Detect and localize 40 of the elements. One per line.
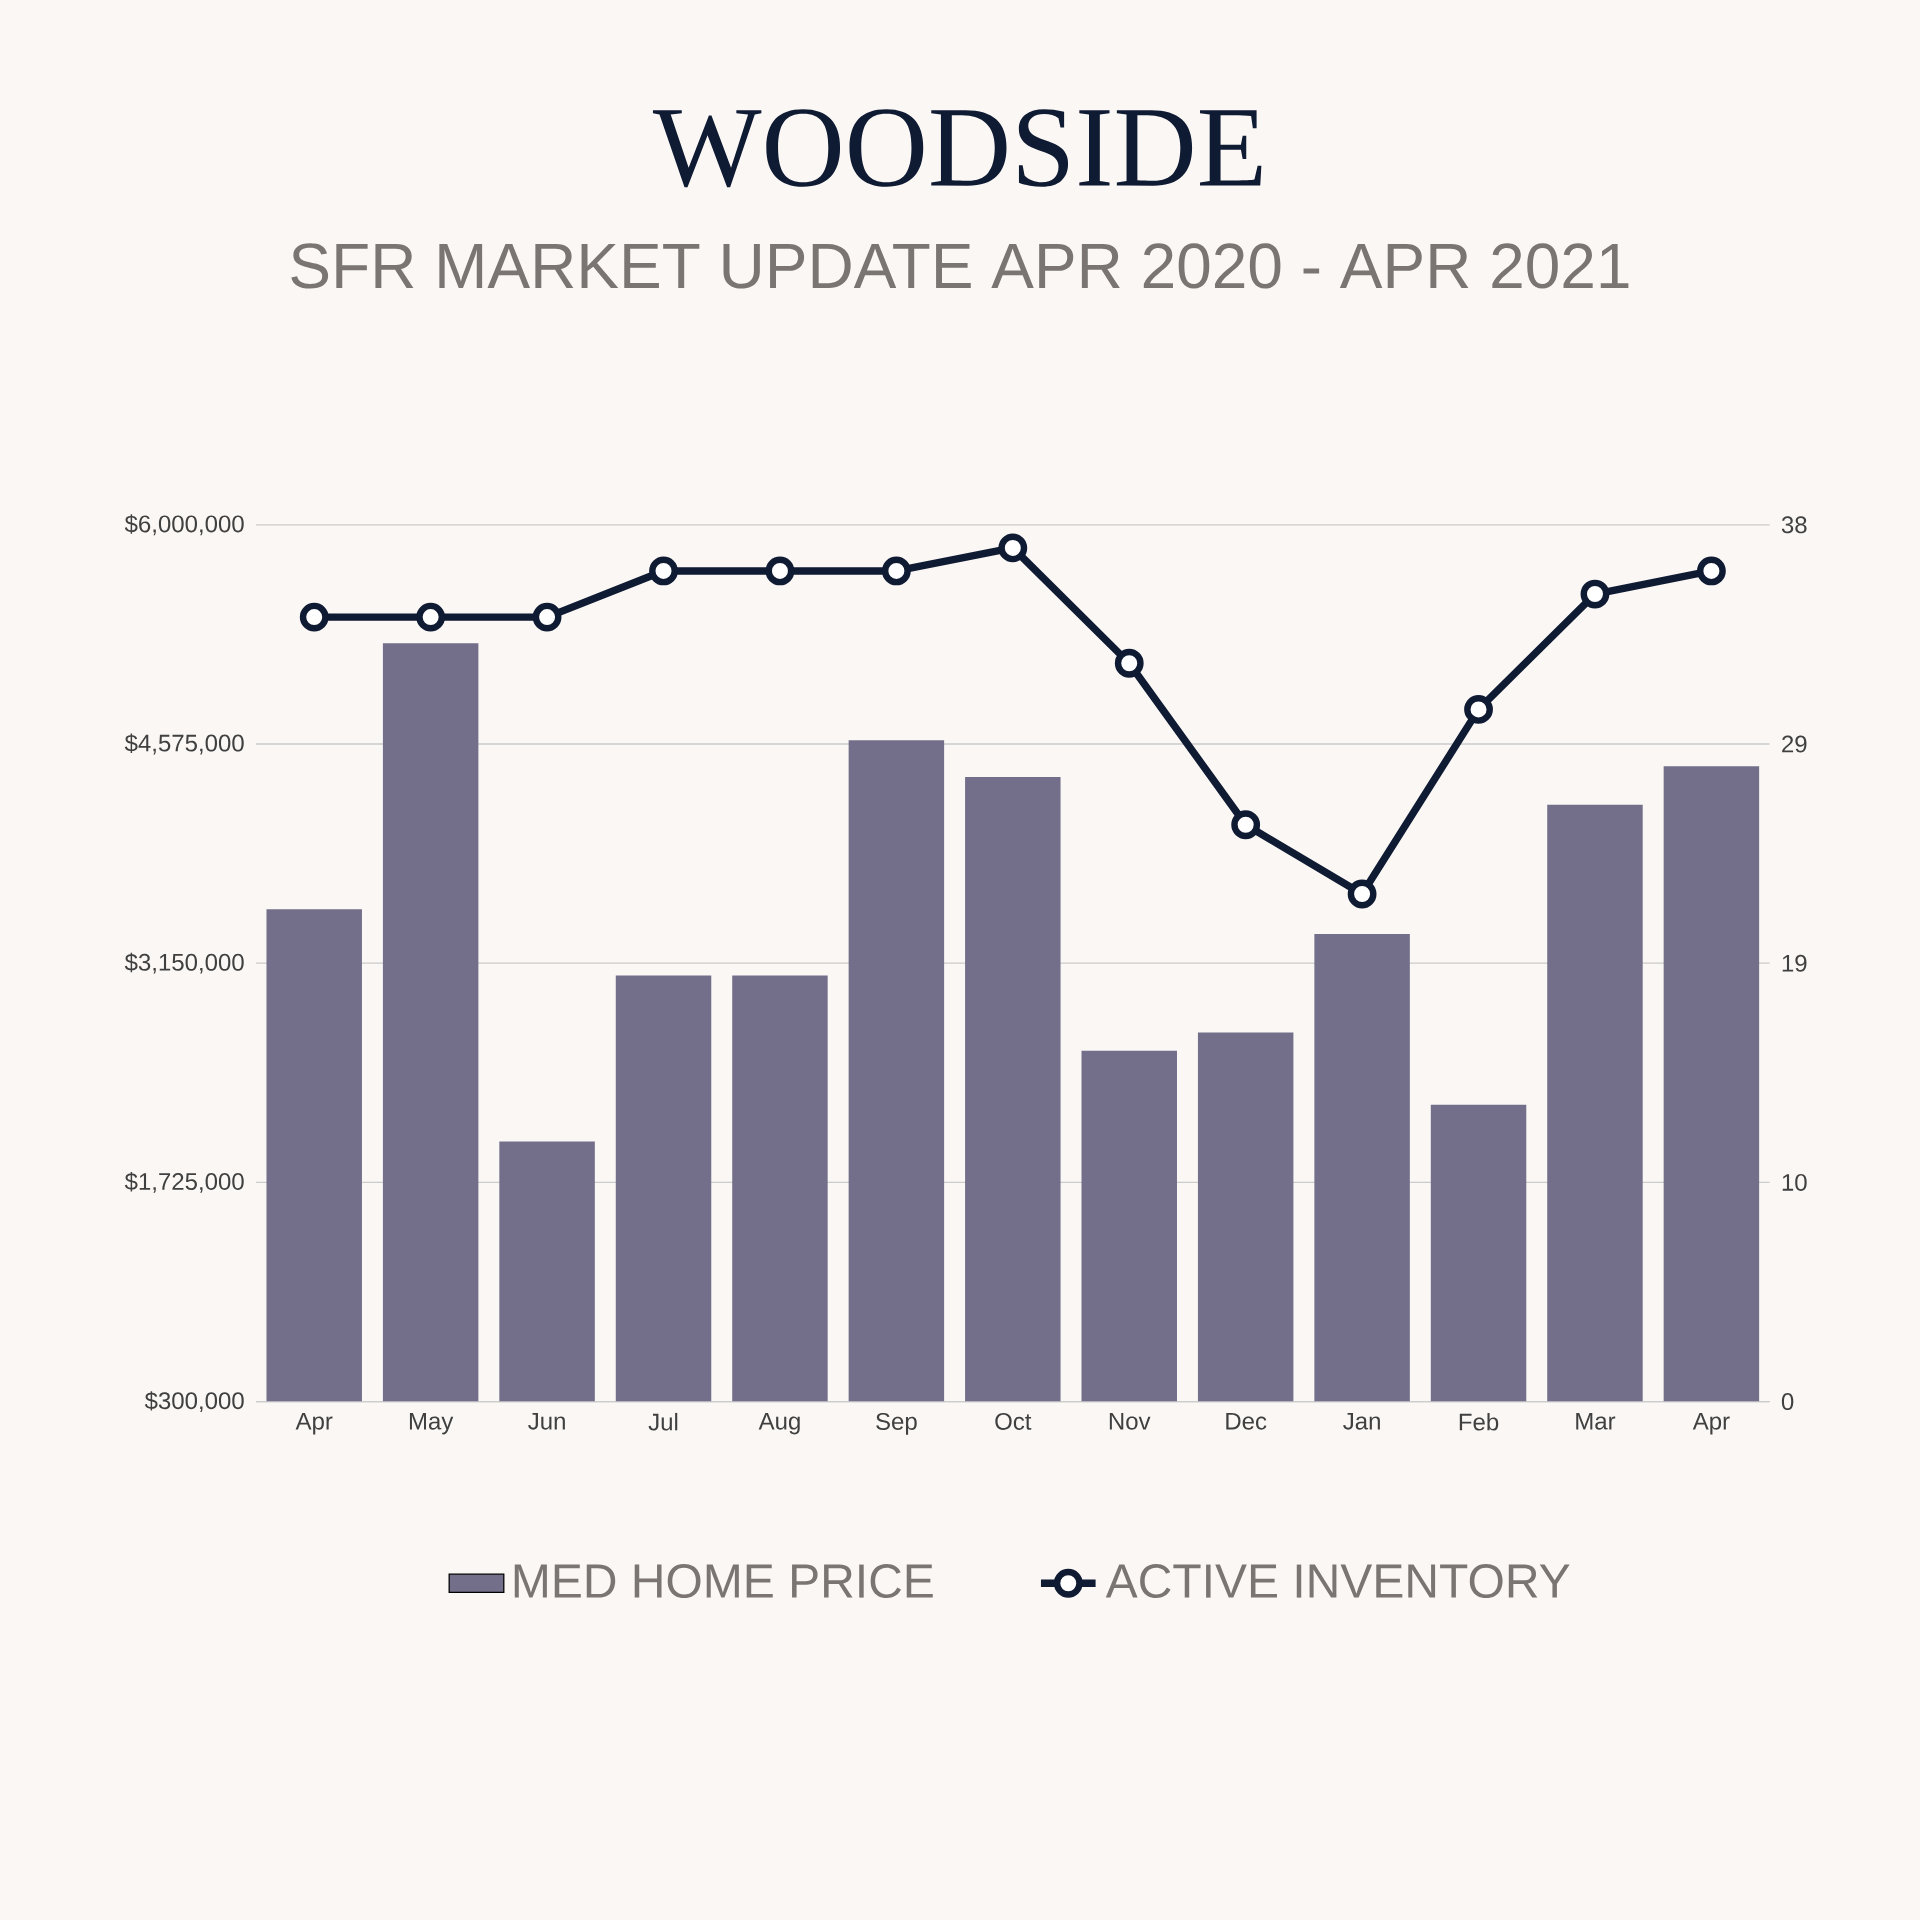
point [649, 556, 678, 586]
y-tick-label: $6,000,000 [124, 514, 244, 536]
point [1697, 556, 1726, 586]
x-tick-label: Apr [1692, 1412, 1730, 1435]
y-tick-label: $1,725,000 [124, 1171, 244, 1193]
x-tick-label: Nov [1109, 1412, 1151, 1430]
point [532, 602, 562, 632]
y2-tick-label: 29 [1782, 735, 1807, 753]
x-tick-label: May [409, 1412, 454, 1435]
y-tick-label: $4,575,000 [124, 733, 244, 755]
y2-tick-label: 19 [1782, 954, 1807, 972]
x-tick-label: Feb [1459, 1412, 1499, 1431]
point [1347, 879, 1377, 909]
point [1464, 694, 1493, 724]
chart-title: WOODSIDE [652, 109, 1262, 188]
x-tick-label: Sep [876, 1412, 917, 1435]
x-tick-label: Oct [995, 1412, 1032, 1430]
legend-label: MED HOME PRICE [514, 1564, 933, 1599]
y-tick-label: $300,000 [144, 1391, 244, 1412]
legend-label: ACTIVE INVENTORY [1105, 1564, 1570, 1599]
point [299, 602, 329, 632]
y2-tick-label: 0 [1781, 1393, 1794, 1411]
x-tick-label: Jul [648, 1412, 678, 1431]
x-tick-label: Jun [528, 1412, 565, 1430]
x-tick-label: Dec [1226, 1412, 1267, 1430]
point [881, 556, 911, 586]
x-tick-label: Mar [1576, 1412, 1616, 1430]
y2-tick-label: 10 [1782, 1173, 1807, 1191]
point [1231, 810, 1261, 840]
x-tick-label: Apr [295, 1412, 333, 1435]
point [416, 602, 446, 632]
point [765, 556, 795, 586]
y2-tick-label: 38 [1781, 516, 1807, 534]
point [1580, 579, 1610, 609]
x-tick-label: Jan [1343, 1412, 1380, 1430]
x-tick-label: Aug [758, 1412, 800, 1435]
chart-subtitle: SFR MARKET UPDATE APR 2020 - APR 2021 [291, 243, 1629, 289]
point [1114, 648, 1144, 678]
point [998, 533, 1028, 563]
y-tick-label: $3,150,000 [124, 952, 244, 974]
